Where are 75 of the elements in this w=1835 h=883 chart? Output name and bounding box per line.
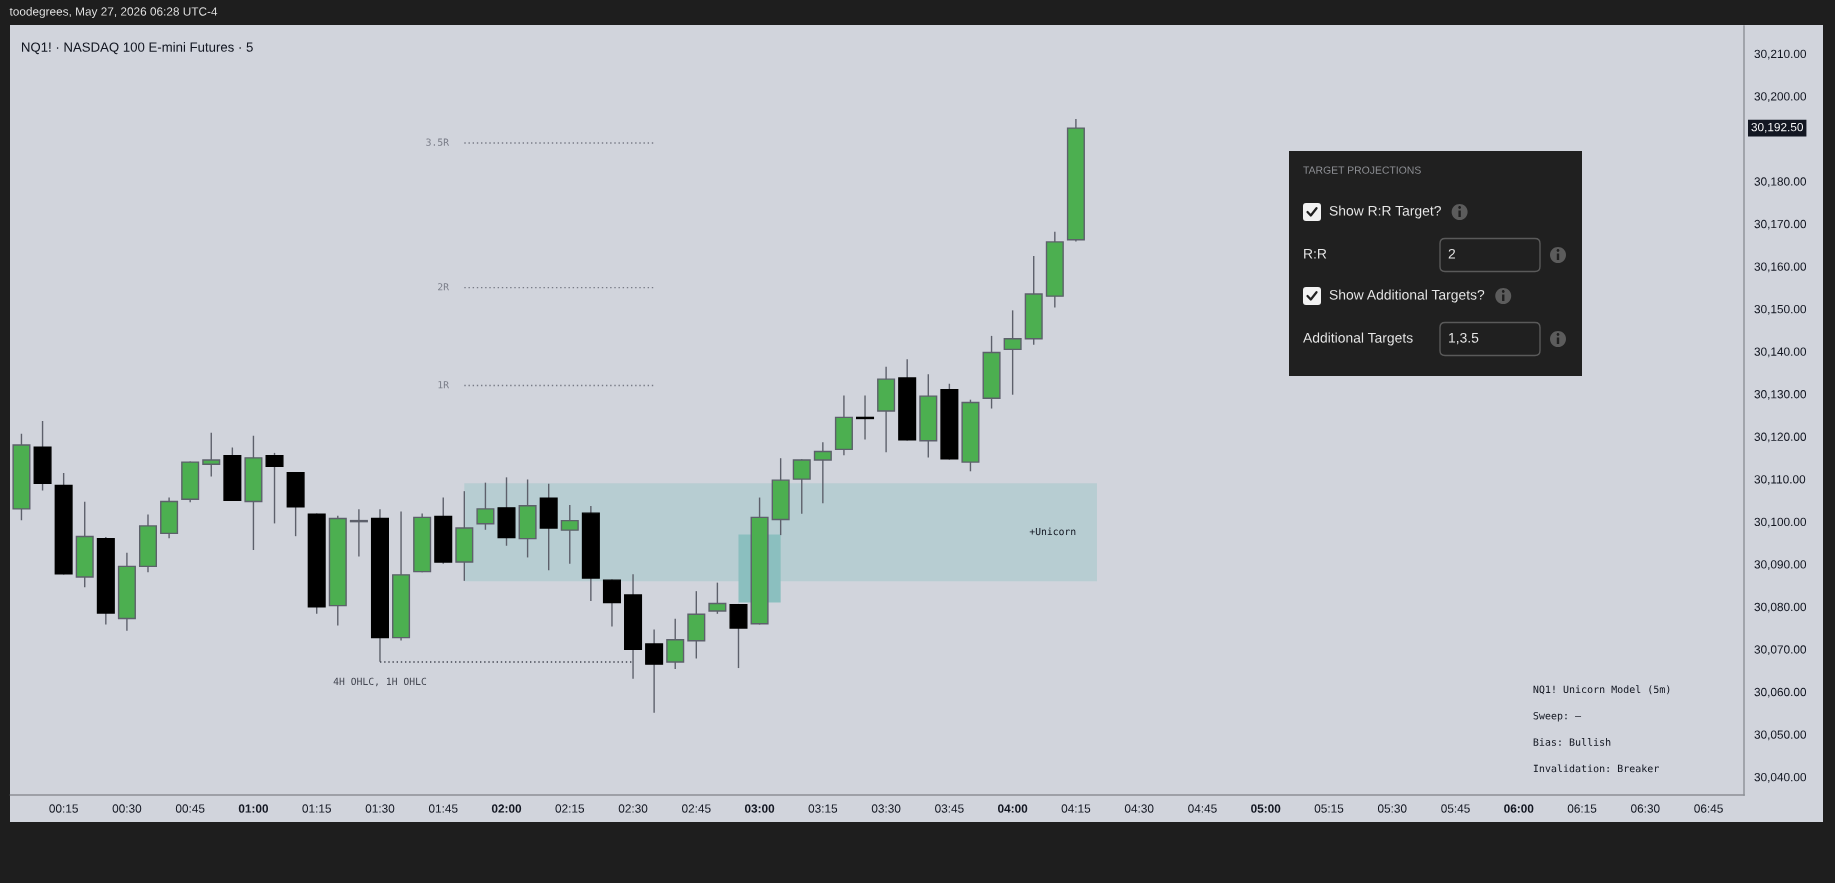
y-tick-label: 30,160.00 [1754,262,1807,273]
series-label: 2R [438,283,450,291]
text: toodegrees, May 27, 2026 06:28 UTC-4 [9,7,218,18]
text: 30,192.50 [1751,122,1803,133]
series-label: 4H OHLC, 1H OHLC [333,677,427,687]
candlestick [813,442,832,504]
x-tick-label: 06:30 [1631,804,1660,813]
annotation: Show Additional Targets? [1329,289,1485,303]
y-tick-label: 30,120.00 [1754,432,1807,443]
x-tick-label: 02:15 [555,804,585,813]
candlestick [476,482,495,530]
x-tick-label: 00:15 [49,804,78,813]
candlestick [792,459,811,514]
annotation: Bias: Bullish [1533,738,1611,746]
candlestick [645,629,664,713]
y-tick-label: 30,150.00 [1754,304,1807,315]
x-tick-label: 03:30 [871,804,901,813]
y-tick-label: 30,200.00 [1754,92,1807,102]
candlestick [265,452,284,524]
x-tick-label: 06:45 [1694,804,1723,813]
annotation: +Unicorn [1029,527,1076,536]
candlestick [602,579,621,627]
x-tick-label: 00:30 [112,804,142,813]
x-tick-label: 00:45 [175,804,205,813]
x-tick-label: 01:30 [365,804,395,813]
y-tick-label: 30,070.00 [1754,645,1807,656]
candlestick [202,432,221,477]
annotation: Sweep: – [1533,711,1582,722]
x-tick-label: 02:30 [618,804,648,813]
annotation: 2 [1448,248,1456,259]
x-tick-label: 05:45 [1441,804,1470,813]
candlestick [708,582,727,614]
x-tick-label: 03:15 [808,804,838,813]
y-tick-label: 30,130.00 [1754,390,1807,400]
y-tick-label: 30,140.00 [1754,347,1807,358]
y-tick-label: 30,210.00 [1754,49,1807,60]
y-tick-label: 30,180.00 [1754,177,1807,188]
y-tick-label: 30,040.00 [1754,772,1807,783]
candlestick [729,603,748,669]
annotation: Additional Targets [1303,332,1413,346]
y-tick-label: 30,050.00 [1754,730,1807,741]
y-tick-label: 30,110.00 [1754,475,1806,485]
candlestick [1003,310,1022,395]
x-tick-label: 04:30 [1124,804,1154,813]
x-tick-label: 02:00 [491,804,522,813]
y-tick-label: 30,080.00 [1754,602,1807,613]
x-tick-label: 05:30 [1377,804,1407,813]
x-tick-label: 04:45 [1188,804,1217,813]
x-tick-label: 01:45 [428,804,458,813]
annotation: R:R [1304,249,1327,259]
x-tick-label: 01:15 [302,804,331,813]
annotation: Invalidation: Breaker [1533,764,1659,773]
x-tick-label: 04:15 [1061,804,1091,813]
series-label: 3.5R [426,138,450,146]
x-tick-label: 06:15 [1567,804,1597,813]
text: NQ1! · NASDAQ 100 E-mini Futures · 5 [22,42,253,55]
y-tick-label: 30,170.00 [1754,219,1807,230]
text: TARGET PROJECTIONS [1303,166,1421,174]
annotation: NQ1! Unicorn Model (5m) [1533,685,1670,695]
series-label: 1R [438,381,450,389]
y-tick-label: 30,060.00 [1754,687,1807,698]
y-tick-label: 30,090.00 [1754,560,1807,570]
x-tick-label: 03:00 [744,804,775,813]
annotation: Show R:R Target? [1329,205,1441,219]
annotation: 1,3.5 [1449,332,1479,345]
x-tick-label: 05:15 [1314,804,1344,813]
x-tick-label: 03:45 [935,804,964,813]
candlestick [560,504,579,564]
y-tick-label: 30,100.00 [1754,517,1807,528]
x-tick-label: 06:00 [1504,804,1534,813]
x-tick-label: 04:00 [998,804,1028,813]
x-tick-label: 05:00 [1251,804,1281,813]
x-tick-label: 01:00 [238,804,269,813]
x-tick-label: 02:45 [682,804,711,813]
candlestick [666,618,685,670]
